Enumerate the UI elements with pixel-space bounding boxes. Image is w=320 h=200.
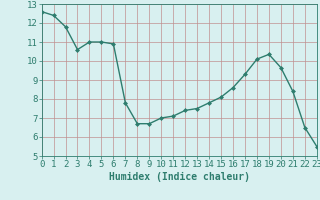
X-axis label: Humidex (Indice chaleur): Humidex (Indice chaleur) <box>109 172 250 182</box>
